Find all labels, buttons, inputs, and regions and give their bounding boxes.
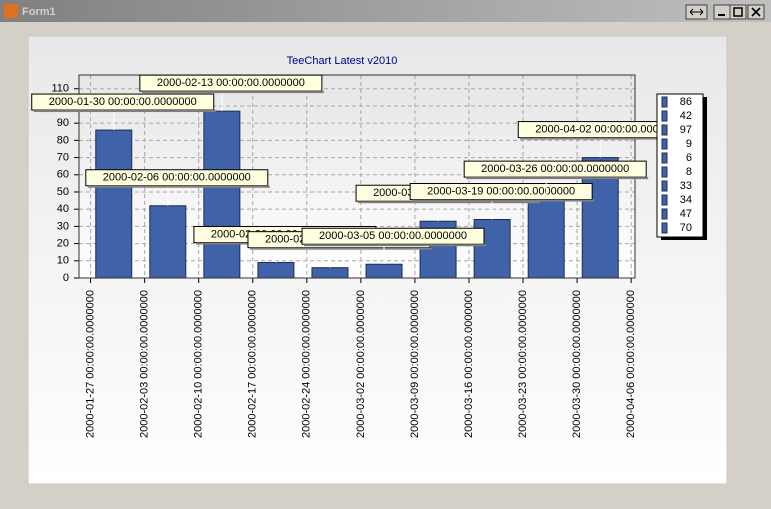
y-tick-label: 20	[57, 237, 69, 249]
resize-glyph	[689, 8, 704, 16]
mark-label-text: 2000-04-02 00:00:00.0000000	[535, 123, 683, 135]
bar	[203, 110, 241, 279]
legend-swatch	[661, 96, 668, 108]
x-tick-label: 2000-02-03 00:00:00.0000000	[139, 290, 151, 438]
legend-entry: 34	[680, 194, 692, 206]
y-tick-label: 60	[57, 169, 69, 181]
mark-label-shadow	[412, 199, 595, 202]
bar	[311, 267, 349, 279]
mark-label: 2000-04-02 00:00:00.0000000	[517, 121, 703, 140]
mark-label: 2000-02-13 00:00:00.0000000	[139, 74, 324, 94]
x-tick-label: 2000-03-30 00:00:00.0000000	[571, 290, 583, 438]
mark-label-shadow	[141, 91, 324, 94]
x-tick-label: 2000-02-24 00:00:00.0000000	[301, 290, 313, 438]
maximize-button[interactable]	[729, 4, 747, 20]
mark-label: 2000-03-05 00:00:00.0000000	[301, 227, 487, 247]
close-glyph	[751, 7, 761, 17]
legend-swatch	[661, 208, 668, 220]
y-tick-label: 30	[57, 220, 69, 232]
mark-label-text: 2000-03-19 00:00:00.0000000	[427, 185, 575, 197]
y-tick-label: 50	[57, 186, 69, 198]
legend-swatch	[661, 194, 668, 206]
legend-swatch	[661, 110, 668, 122]
bar	[95, 129, 133, 279]
title-bar	[0, 0, 771, 22]
mark-label-text: 2000-02-13 00:00:00.0000000	[157, 77, 305, 89]
mark-label-text: 2000-02-06 00:00:00.0000000	[103, 172, 251, 184]
y-tick-label: 110	[51, 83, 69, 95]
legend-swatch	[661, 222, 668, 234]
legend-swatch	[661, 166, 668, 178]
mark-label: 2000-03-19 00:00:00.0000000	[409, 183, 595, 202]
x-tick-label: 2000-03-23 00:00:00.0000000	[517, 290, 529, 438]
legend-entry: 70	[680, 222, 692, 234]
x-tick-label: 2000-02-10 00:00:00.0000000	[193, 290, 205, 438]
mark-label-shadow	[33, 110, 216, 113]
legend-swatch	[661, 180, 668, 192]
y-tick-label: 10	[57, 255, 69, 267]
y-tick-label: 70	[57, 151, 69, 163]
mark-label-shadow	[358, 201, 541, 204]
legend-entry: 9	[686, 138, 692, 150]
legend-entry: 6	[686, 152, 692, 164]
bar	[257, 262, 295, 279]
mark-label-text: 2000-01-30 00:00:00.0000000	[49, 96, 197, 108]
mark-label-text: 2000-03-26 00:00:00.0000000	[481, 163, 629, 175]
mark-label: 2000-02-06 00:00:00.0000000	[85, 169, 270, 188]
window-buttons[interactable]	[685, 4, 765, 20]
legend-entry: 42	[680, 110, 692, 122]
bar	[527, 196, 565, 279]
x-tick-label: 2000-01-27 00:00:00.0000000	[84, 290, 96, 438]
mark-label: 2000-03-26 00:00:00.0000000	[463, 160, 649, 180]
mark-label-shadow	[466, 177, 649, 180]
legend-swatch	[661, 124, 668, 136]
x-tick-label: 2000-03-09 00:00:00.0000000	[409, 290, 421, 438]
bar	[149, 205, 187, 279]
legend-entry: 97	[680, 124, 692, 136]
minimize-button[interactable]	[713, 4, 731, 20]
legend-entry: 47	[680, 208, 692, 220]
minimize-glyph	[718, 14, 725, 16]
chart-title: TeeChart Latest v2010	[287, 55, 398, 67]
mark-label-shadow	[304, 244, 487, 247]
y-tick-label: 0	[63, 272, 69, 284]
legend-swatch	[661, 152, 668, 164]
mark-label-shadow	[87, 185, 270, 188]
bar	[365, 263, 403, 279]
y-tick-label: 80	[57, 134, 69, 146]
y-tick-label: 90	[57, 117, 69, 129]
x-tick-label: 2000-03-16 00:00:00.0000000	[463, 290, 475, 438]
window-title: Form1	[22, 6, 56, 18]
legend-swatch	[661, 138, 668, 150]
mark-label-shadow	[249, 247, 432, 250]
mark-label: 2000-01-30 00:00:00.0000000	[31, 93, 216, 113]
x-tick-label: 2000-04-06 00:00:00.0000000	[625, 290, 637, 438]
y-tick-label: 40	[57, 203, 69, 215]
legend-entry: 86	[680, 96, 692, 108]
legend-entry: 8	[686, 166, 692, 178]
mark-label-text: 2000-03-05 00:00:00.0000000	[319, 230, 467, 242]
legend-entry: 33	[680, 180, 692, 192]
app-icon	[4, 4, 18, 18]
x-tick-label: 2000-02-17 00:00:00.0000000	[247, 290, 259, 438]
x-tick-label: 2000-03-02 00:00:00.0000000	[355, 290, 367, 438]
maximize-glyph	[733, 7, 743, 17]
mark-label-shadow	[520, 137, 703, 140]
